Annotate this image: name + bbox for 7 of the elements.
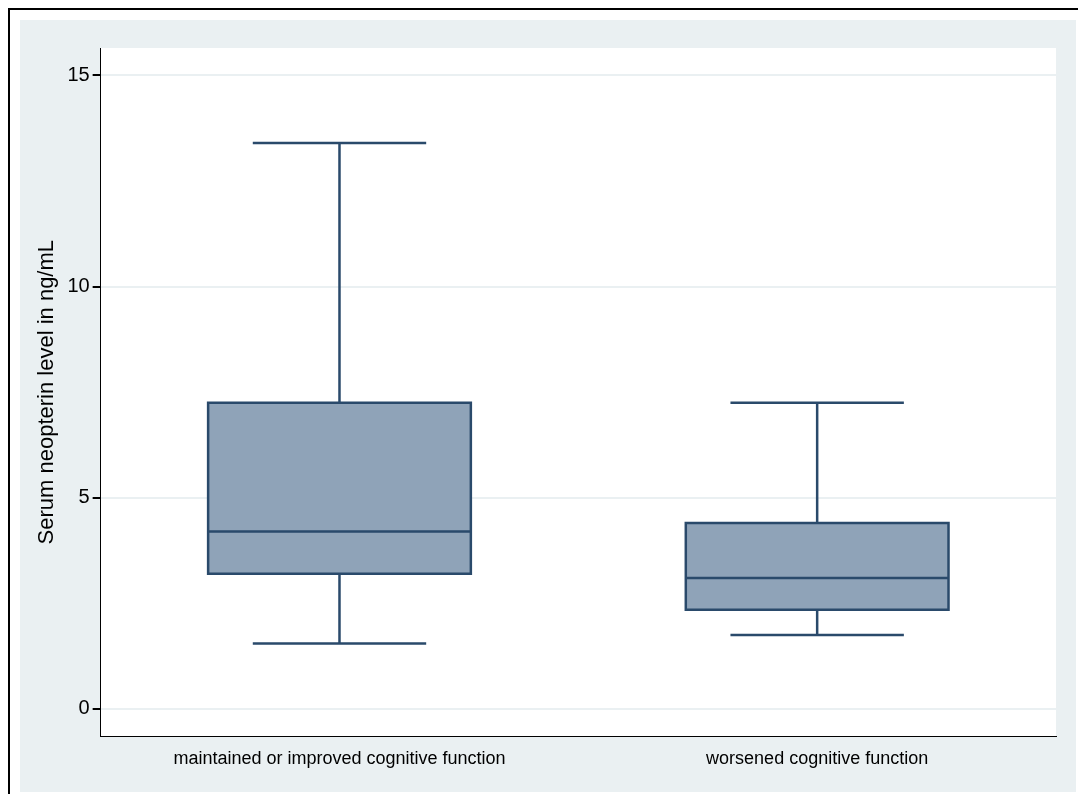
y-tick-label: 5 xyxy=(78,485,90,508)
y-axis-title: Serum neopterin level in ng/mL xyxy=(33,239,59,545)
y-tick-label: 0 xyxy=(78,696,90,719)
x-tick-label: worsened cognitive function xyxy=(705,748,929,769)
y-tick-label: 15 xyxy=(67,62,90,85)
x-tick-label: maintained or improved cognitive function xyxy=(173,748,506,769)
y-tick-label: 10 xyxy=(67,274,90,297)
